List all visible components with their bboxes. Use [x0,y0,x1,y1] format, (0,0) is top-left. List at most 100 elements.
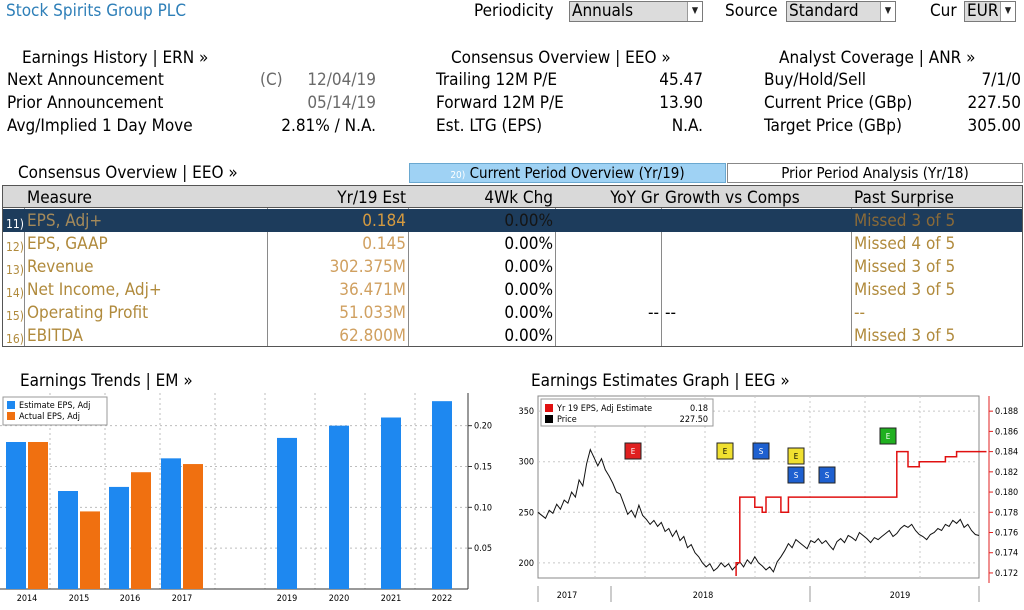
x-tick-label: 2015 [69,594,90,604]
plot-frame [537,395,980,579]
estimate-line [735,450,987,576]
avg-move-label: Avg/Implied 1 Day Move [7,116,193,136]
current-price-label: Current Price (GBp) [764,93,913,113]
event-marker-label: E [631,447,636,456]
table-row[interactable]: 13) Revenue 302.375M 0.00% Missed 3 of 5 [3,255,1022,278]
event-marker-label: S [794,471,799,480]
y-tick-label: 0.15 [474,463,492,473]
header-measure[interactable]: Measure [27,188,92,208]
earnings-estimates-chart: 200 250 300 350 0.172 0.174 0.176 0.178 0.180 0.1… [519,395,1018,602]
legend-value: 0.18 [690,404,708,414]
event-marker [787,466,805,484]
currency-select[interactable]: EUR ▼ [964,1,1016,22]
legend-label: Price [557,415,577,425]
column-divider [851,186,852,346]
consensus-overview-title[interactable]: Consensus Overview | EEO » [451,48,671,68]
source-select[interactable]: Standard ▼ [786,1,896,22]
tab-prior-period[interactable]: Prior Period Analysis (Yr/18) [727,163,1023,183]
target-price-label: Target Price (GBp) [764,116,902,136]
y-tick-label: 0.10 [474,503,492,513]
right-tick-label: 0.188 [995,407,1018,417]
column-divider [24,186,25,346]
estimate-bar [6,442,26,589]
row-past-surprise: Missed 4 of 5 [854,234,956,254]
legend-swatch [545,415,553,423]
chevron-down-icon[interactable]: ▼ [1000,2,1015,21]
buy-hold-sell-label: Buy/Hold/Sell [764,70,866,90]
row-estimate: 36.471M [339,280,406,300]
consensus-table: Measure Yr/19 Est 4Wk Chg YoY Gr Growth … [2,185,1023,347]
row-4wk-chg: 0.00% [504,234,553,254]
x-tick-label: 2019 [277,594,298,604]
row-number: 12) [6,240,24,254]
table-row[interactable]: 12) EPS, GAAP 0.145 0.00% Missed 4 of 5 [3,232,1022,255]
x-tick-label: 2020 [329,594,350,604]
event-marker-label: E [723,447,728,456]
legend-box [540,398,714,427]
row-measure: Net Income, Adj+ [27,280,162,300]
x-tick-label: 2017 [557,591,578,601]
row-measure: Revenue [27,257,94,277]
column-divider [661,186,662,346]
legend-label-estimate: Estimate EPS, Adj [19,401,90,411]
forward-pe-label: Forward 12M P/E [436,93,564,113]
row-number: 16) [6,332,24,346]
x-tick-label: 2022 [432,594,453,604]
event-marker [716,442,734,460]
row-estimate: 302.375M [329,257,406,277]
x-tick-label: 2018 [693,591,714,601]
tab-current-period[interactable]: 20) Current Period Overview (Yr/19) [409,163,726,183]
y-tick-label: 0.05 [474,544,492,554]
table-row[interactable]: 16) EBITDA 62.800M 0.00% Missed 3 of 5 [3,324,1022,347]
estimate-bar [329,425,349,589]
right-tick-label: 0.180 [995,488,1018,498]
column-divider [267,186,268,346]
next-announcement-label: Next Announcement [7,70,164,90]
event-marker [787,447,805,465]
event-marker-label: E [794,452,799,461]
legend-label: Yr 19 EPS, Adj Estimate [556,404,652,414]
x-tick-label: 2019 [890,591,911,601]
left-tick-label: 200 [519,559,534,569]
header-growth-vs-comps[interactable]: Growth vs Comps [665,188,800,208]
row-4wk-chg: 0.00% [504,326,553,346]
prior-announcement-label: Prior Announcement [7,93,164,113]
analyst-coverage-title[interactable]: Analyst Coverage | ANR » [779,48,976,68]
event-marker [624,442,642,460]
estimates-graph-title[interactable]: Earnings Estimates Graph | EEG » [531,371,790,391]
chevron-down-icon[interactable]: ▼ [687,2,702,21]
header-4wk-chg[interactable]: 4Wk Chg [484,188,553,208]
company-name[interactable]: Stock Spirits Group PLC [6,1,187,21]
header-estimate[interactable]: Yr/19 Est [337,188,406,208]
earnings-trends-chart: 0.05 0.10 0.15 0.20 2014 2015 2016 2017 2019 2020… [0,393,492,604]
actual-bar [131,472,151,589]
forward-pe-value: 13.90 [659,93,703,113]
earnings-trends-title[interactable]: Earnings Trends | EM » [20,371,193,391]
row-estimate: 0.145 [362,234,406,254]
row-measure: EPS, GAAP [27,234,108,254]
row-number: 15) [6,309,24,323]
table-row[interactable]: 14) Net Income, Adj+ 36.471M 0.00% Missed 3 … [3,278,1022,301]
row-growth-vs-comps: -- [665,303,677,323]
prior-announcement-value: 05/14/19 [307,93,376,113]
legend-value: 227.50 [680,415,708,425]
periodicity-value: Annuals [572,1,634,21]
periodicity-select[interactable]: Annuals ▼ [569,1,703,22]
left-tick-label: 250 [519,508,534,518]
x-tick-label: 2017 [172,594,193,604]
row-number: 14) [6,286,24,300]
event-marker-label: E [886,432,891,441]
table-row[interactable]: 11) EPS, Adj+ 0.184 0.00% Missed 3 of 5 [3,209,1022,232]
legend-box [2,396,108,426]
header-past-surprise[interactable]: Past Surprise [854,188,954,208]
legend-swatch-estimate [7,401,15,409]
consensus-table-title[interactable]: Consensus Overview | EEO » [18,163,238,183]
right-tick-label: 0.186 [995,427,1018,437]
table-row[interactable]: 15) Operating Profit 51.033M 0.00% -- -- -- [3,301,1022,324]
chevron-down-icon[interactable]: ▼ [880,2,895,21]
header-yoy-gr[interactable]: YoY Gr [610,188,659,208]
current-price-value: 227.50 [967,93,1022,113]
column-divider [555,186,556,346]
x-tick-label: 2021 [381,594,402,604]
earnings-history-title[interactable]: Earnings History | ERN » [22,48,209,68]
